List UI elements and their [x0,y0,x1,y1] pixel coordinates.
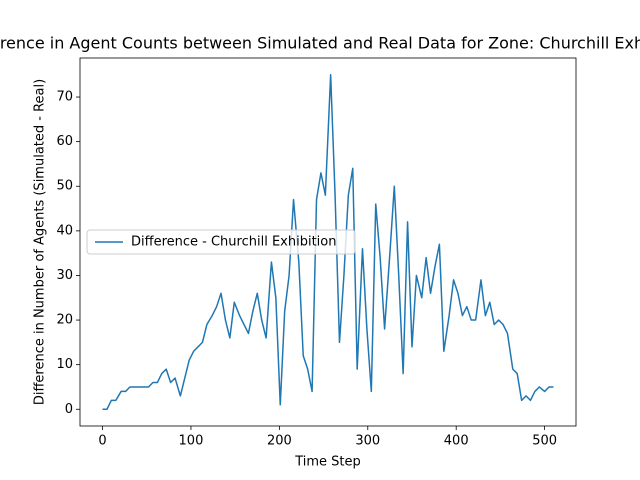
x-tick-label: 400 [444,434,469,449]
x-tick-label: 200 [267,434,292,449]
x-tick-label: 100 [179,434,204,449]
y-tick-label: 60 [56,134,73,149]
y-tick-label: 0 [65,402,73,417]
legend: Difference - Churchill Exhibition [86,229,356,255]
x-tick-label: 0 [98,434,106,449]
x-axis-label: Time Step [294,455,361,470]
y-tick-label: 40 [56,223,73,238]
x-tick-label: 500 [532,434,557,449]
y-tick-label: 50 [56,179,73,194]
legend-label: Difference - Churchill Exhibition [131,235,336,250]
y-tick-label: 70 [56,90,73,105]
y-tick-label: 20 [56,313,73,328]
y-axis-label: Difference in Number of Agents (Simulate… [33,79,48,405]
y-tick-label: 10 [56,357,73,372]
legend-box [86,229,356,255]
data-line [102,73,554,411]
axes-frame [79,57,577,427]
y-tick-label: 30 [56,268,73,283]
x-tick-label: 300 [355,434,380,449]
chart-title: Difference in Agent Counts between Simul… [0,34,640,53]
